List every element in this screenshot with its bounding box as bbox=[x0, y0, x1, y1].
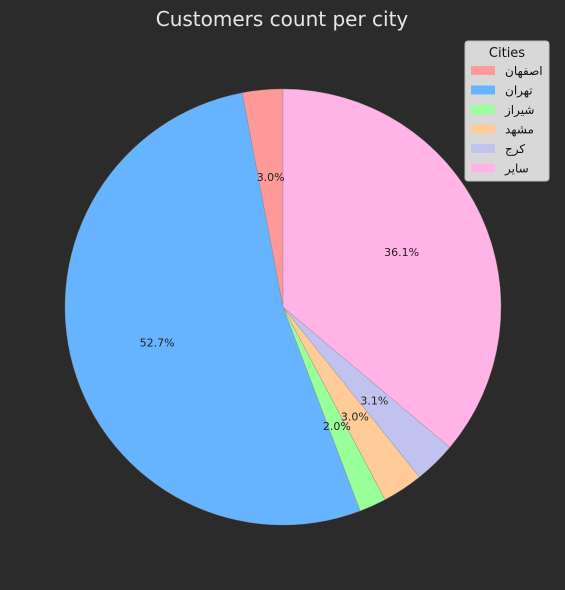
slice-percent-label: 3.0% bbox=[341, 410, 369, 423]
legend-label: اصفهان bbox=[505, 64, 543, 78]
slice-percent-label: 3.1% bbox=[360, 395, 388, 408]
pie-percent-labels: 3.0%52.7%2.0%3.0%3.1%36.1% bbox=[140, 171, 419, 433]
legend-swatch bbox=[471, 66, 495, 75]
pie-slice bbox=[64, 92, 361, 526]
legend-label: سایر bbox=[504, 162, 529, 177]
legend-label: شیراز bbox=[504, 103, 534, 118]
legend-swatch bbox=[471, 163, 495, 173]
legend-swatch bbox=[471, 144, 495, 153]
legend-swatch bbox=[471, 85, 495, 95]
legend: Cities اصفهان تهران شیراز مشهد کرج سایر bbox=[464, 40, 550, 182]
slice-percent-label: 3.0% bbox=[257, 171, 285, 184]
legend-label: تهران bbox=[505, 84, 533, 99]
legend-title: Cities bbox=[489, 46, 525, 61]
chart-title: Customers count per city bbox=[156, 7, 409, 31]
pie-slices bbox=[64, 88, 502, 526]
legend-swatch bbox=[471, 124, 495, 134]
slice-percent-label: 36.1% bbox=[384, 246, 419, 259]
legend-swatch bbox=[471, 105, 495, 114]
legend-label: کرج bbox=[505, 142, 525, 157]
legend-items: اصفهان تهران شیراز مشهد کرج سایر bbox=[471, 64, 543, 177]
legend-label: مشهد bbox=[505, 123, 534, 137]
pie-slice bbox=[282, 88, 502, 448]
slice-percent-label: 52.7% bbox=[140, 337, 175, 350]
slice-percent-label: 2.0% bbox=[323, 420, 351, 433]
